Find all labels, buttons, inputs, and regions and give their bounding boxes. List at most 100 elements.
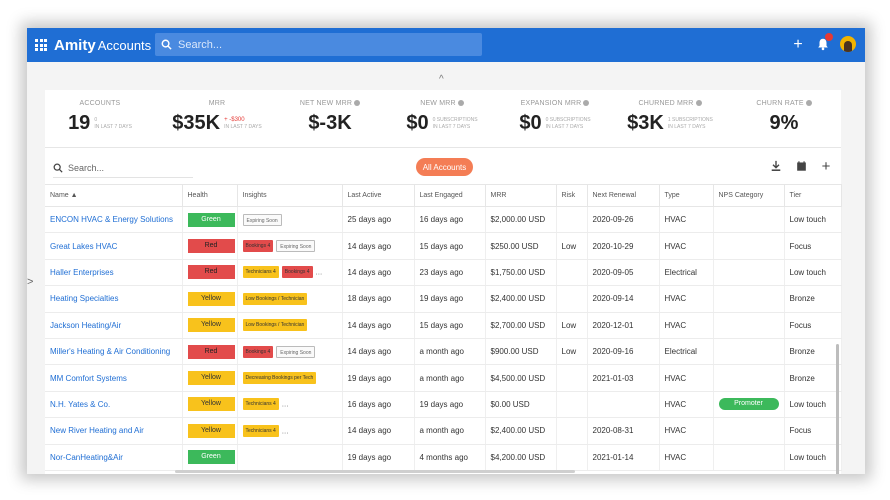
nps-cell <box>713 444 785 471</box>
insight-tag[interactable]: Expiring Soon <box>276 345 316 358</box>
tier-cell: Bronze <box>784 338 842 366</box>
account-name-link[interactable]: Jackson Heating/Air <box>45 312 183 339</box>
column-header[interactable]: Last Engaged <box>414 184 486 207</box>
last-active-cell: 16 days ago <box>342 391 415 419</box>
add-account-plus-icon[interactable]: + <box>821 158 831 175</box>
kpi-title: NET NEW MRR <box>299 100 353 107</box>
avatar[interactable] <box>840 36 856 52</box>
expand-chevron-right-icon[interactable]: > <box>27 276 34 288</box>
tier-cell: Low touch <box>784 444 842 471</box>
column-header[interactable]: Type <box>659 184 714 207</box>
table-row[interactable]: N.H. Yates & Co. Yellow Technicians 4... 16… <box>45 391 842 419</box>
health-cell: Red <box>182 259 238 287</box>
column-header[interactable]: Last Active <box>342 184 415 207</box>
health-cell: Red <box>182 232 238 260</box>
account-name-link[interactable]: N.H. Yates & Co. <box>45 391 183 419</box>
table-search[interactable] <box>53 158 193 178</box>
app-brand[interactable]: Amity Accounts <box>54 37 151 54</box>
more-insights[interactable]: ... <box>281 426 289 436</box>
column-header[interactable]: MRR <box>485 184 557 207</box>
plus-icon[interactable]: + <box>793 36 803 53</box>
column-header[interactable]: Next Renewal <box>587 184 660 207</box>
mrr-cell: $4,200.00 USD <box>485 444 557 471</box>
account-name-link[interactable]: Heating Specialties <box>45 285 183 313</box>
table-row[interactable]: MM Comfort Systems Yellow Decreasing Booki… <box>45 364 842 392</box>
info-icon <box>354 100 361 107</box>
vertical-scrollbar[interactable] <box>836 344 839 474</box>
kpi-value: $0 <box>519 112 542 134</box>
health-cell: Yellow <box>182 312 238 339</box>
more-insights[interactable]: ... <box>281 399 289 409</box>
type-cell: Electrical <box>659 259 714 287</box>
insight-tag[interactable]: Low Bookings / Technician <box>242 319 308 332</box>
table-row[interactable]: Great Lakes HVAC Red Bookings 4 Expiring So… <box>45 232 842 260</box>
table-row[interactable]: Haller Enterprises Red Technicians 4 Bookin… <box>45 259 842 287</box>
collapse-chevron-up-icon[interactable]: ^ <box>439 74 444 85</box>
kpi-period: IN LAST 7 DAYS <box>545 123 584 130</box>
table-row[interactable]: Jackson Heating/Air Yellow Low Bookings / … <box>45 312 842 339</box>
kpi-title: CHURNED MRR <box>638 100 694 107</box>
bell-icon[interactable] <box>815 37 831 53</box>
table-row[interactable]: Heating Specialties Yellow Low Bookings / … <box>45 285 842 313</box>
insight-tag[interactable]: Expiring Soon <box>276 240 316 253</box>
mrr-cell: $900.00 USD <box>485 338 557 366</box>
next-renewal-cell: 2020-09-26 <box>587 206 660 234</box>
insight-tag[interactable]: Expiring Soon <box>242 213 282 226</box>
table-row[interactable]: Miller's Heating & Air Conditioning Red Bo… <box>45 338 842 366</box>
tier-cell: Low touch <box>784 391 842 419</box>
column-header[interactable]: Risk <box>556 184 588 207</box>
horizontal-scrollbar[interactable] <box>175 470 575 473</box>
account-name-link[interactable]: Great Lakes HVAC <box>45 232 183 260</box>
apps-grid-icon[interactable] <box>35 39 47 51</box>
tier-cell: Focus <box>784 417 842 445</box>
kpi-title: NEW MRR <box>420 100 456 107</box>
insight-tag[interactable]: Technicians 4 <box>242 266 279 279</box>
account-name-link[interactable]: Nor-CanHeating&Air <box>45 444 183 471</box>
table-search-input[interactable] <box>68 162 188 173</box>
insight-tag[interactable]: Low Bookings / Technician <box>242 292 308 305</box>
kpi-value: $35K <box>172 112 221 134</box>
table-row[interactable]: New River Heating and Air Yellow Technicia… <box>45 417 842 445</box>
insight-tag[interactable]: Technicians 4 <box>242 398 279 411</box>
account-name-link[interactable]: New River Heating and Air <box>45 417 183 445</box>
global-search-input[interactable] <box>178 38 468 51</box>
insights-cell <box>237 444 343 471</box>
last-active-cell: 25 days ago <box>342 206 415 234</box>
info-icon <box>695 100 702 107</box>
global-search[interactable] <box>155 33 482 56</box>
account-name-link[interactable]: Miller's Heating & Air Conditioning <box>45 338 183 366</box>
last-active-cell: 14 days ago <box>342 259 415 287</box>
table-row[interactable]: Nor-CanHeating&Air Green 19 days ago 4 mont… <box>45 444 842 471</box>
account-name-link[interactable]: MM Comfort Systems <box>45 364 183 392</box>
type-cell: HVAC <box>659 285 714 313</box>
last-engaged-cell: 4 months ago <box>414 444 486 471</box>
column-header[interactable]: Name ▲ <box>45 184 183 207</box>
insight-tag[interactable]: Bookings 4 <box>281 266 313 279</box>
last-engaged-cell: a month ago <box>414 364 486 392</box>
insight-tag[interactable]: Technicians 4 <box>242 424 279 437</box>
next-renewal-cell: 2020-09-14 <box>587 285 660 313</box>
all-accounts-filter-button[interactable]: All Accounts <box>416 158 473 176</box>
next-renewal-cell: 2020-09-16 <box>587 338 660 366</box>
account-name-link[interactable]: Haller Enterprises <box>45 259 183 287</box>
mrr-cell: $4,500.00 USD <box>485 364 557 392</box>
nps-cell <box>713 232 785 260</box>
insight-tag[interactable]: Bookings 4 <box>242 345 274 358</box>
column-header[interactable]: Tier <box>784 184 842 207</box>
nps-cell <box>713 206 785 234</box>
insight-tag[interactable]: Decreasing Bookings per Tech <box>242 372 317 385</box>
more-insights[interactable]: ... <box>315 267 323 277</box>
column-header[interactable]: NPS Category <box>713 184 785 207</box>
column-header[interactable]: Health <box>182 184 238 207</box>
account-name-link[interactable]: ENCON HVAC & Energy Solutions <box>45 206 183 234</box>
column-header[interactable]: Insights <box>237 184 343 207</box>
table-row[interactable]: ENCON HVAC & Energy Solutions Green Expiri… <box>45 206 842 234</box>
last-active-cell: 14 days ago <box>342 338 415 366</box>
insight-tag[interactable]: Bookings 4 <box>242 240 274 253</box>
download-icon[interactable] <box>769 160 783 174</box>
calendar-icon[interactable] <box>794 160 808 174</box>
health-badge: Green <box>187 450 235 465</box>
kpi-period: IN LAST 7 DAYS <box>667 123 706 130</box>
next-renewal-cell: 2020-12-01 <box>587 312 660 339</box>
